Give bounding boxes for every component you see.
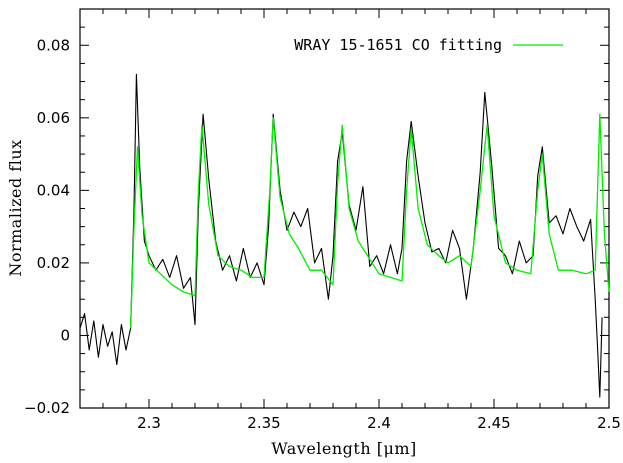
plot-frame (79, 8, 610, 409)
x-tick-label: 2.35 (247, 414, 280, 432)
x-tick-label: 2.45 (477, 414, 510, 432)
x-tick-label: 2.5 (597, 414, 621, 432)
co-fit-line (129, 113, 610, 329)
y-axis-label: Normalized flux (6, 139, 25, 276)
y-tick-label: 0.02 (37, 254, 70, 272)
y-tick-label: −0.02 (24, 399, 70, 417)
x-axis-label: Wavelength [μm] (271, 439, 417, 458)
x-tick-label: 2.4 (367, 414, 391, 432)
series-layer (79, 73, 610, 398)
y-axis-ticks: −0.02 0 0.02 0.04 0.06 0.08 (24, 8, 609, 417)
y-tick-label: 0.08 (37, 36, 70, 54)
observed-spectrum-line (79, 73, 603, 398)
y-tick-label: 0 (60, 326, 70, 344)
legend-label: WRAY 15-1651 CO fitting (294, 36, 502, 54)
y-tick-label: 0.04 (37, 181, 70, 199)
x-tick-label: 2.3 (137, 414, 161, 432)
y-tick-label: 0.06 (37, 109, 70, 127)
legend: WRAY 15-1651 CO fitting (294, 36, 563, 54)
x-axis-ticks: 2.3 2.35 2.4 2.45 2.5 (79, 9, 621, 432)
